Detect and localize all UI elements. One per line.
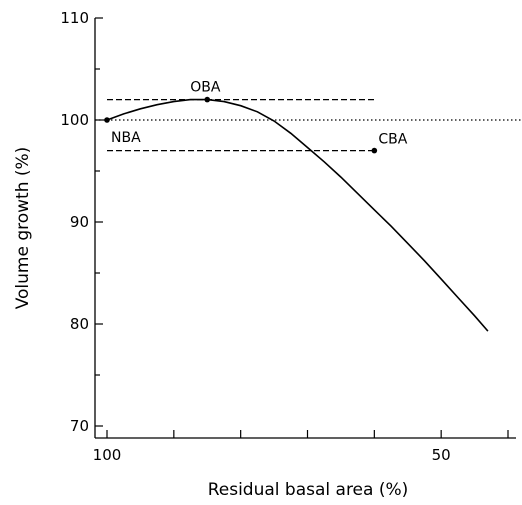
- axis-ticks: [95, 17, 509, 438]
- y-axis-title: Volume growth (%): [13, 147, 33, 310]
- y-tick-label: 70: [70, 417, 89, 435]
- point-nba: [104, 117, 110, 123]
- label-cba: CBA: [378, 132, 407, 148]
- label-nba: NBA: [111, 130, 141, 146]
- reference-lines: [95, 98, 522, 152]
- plot-frame: [94, 18, 516, 439]
- point-cba: [371, 147, 378, 154]
- y-tick-label: 80: [70, 315, 89, 333]
- data-series: [106, 98, 489, 332]
- growth-curve: [106, 98, 489, 332]
- y-tick-label: 110: [60, 9, 89, 27]
- point-oba: [204, 96, 211, 103]
- x-tick-label: 50: [432, 446, 451, 464]
- axis-tick-labels: 70 80 90 100 110 100 50: [60, 9, 450, 464]
- label-oba: OBA: [190, 80, 221, 96]
- x-axis-title: Residual basal area (%): [208, 480, 409, 500]
- x-tick-label: 100: [93, 446, 122, 464]
- annotations: NBA OBA CBA: [104, 80, 408, 154]
- y-tick-label: 100: [60, 111, 89, 129]
- y-tick-label: 90: [70, 213, 89, 231]
